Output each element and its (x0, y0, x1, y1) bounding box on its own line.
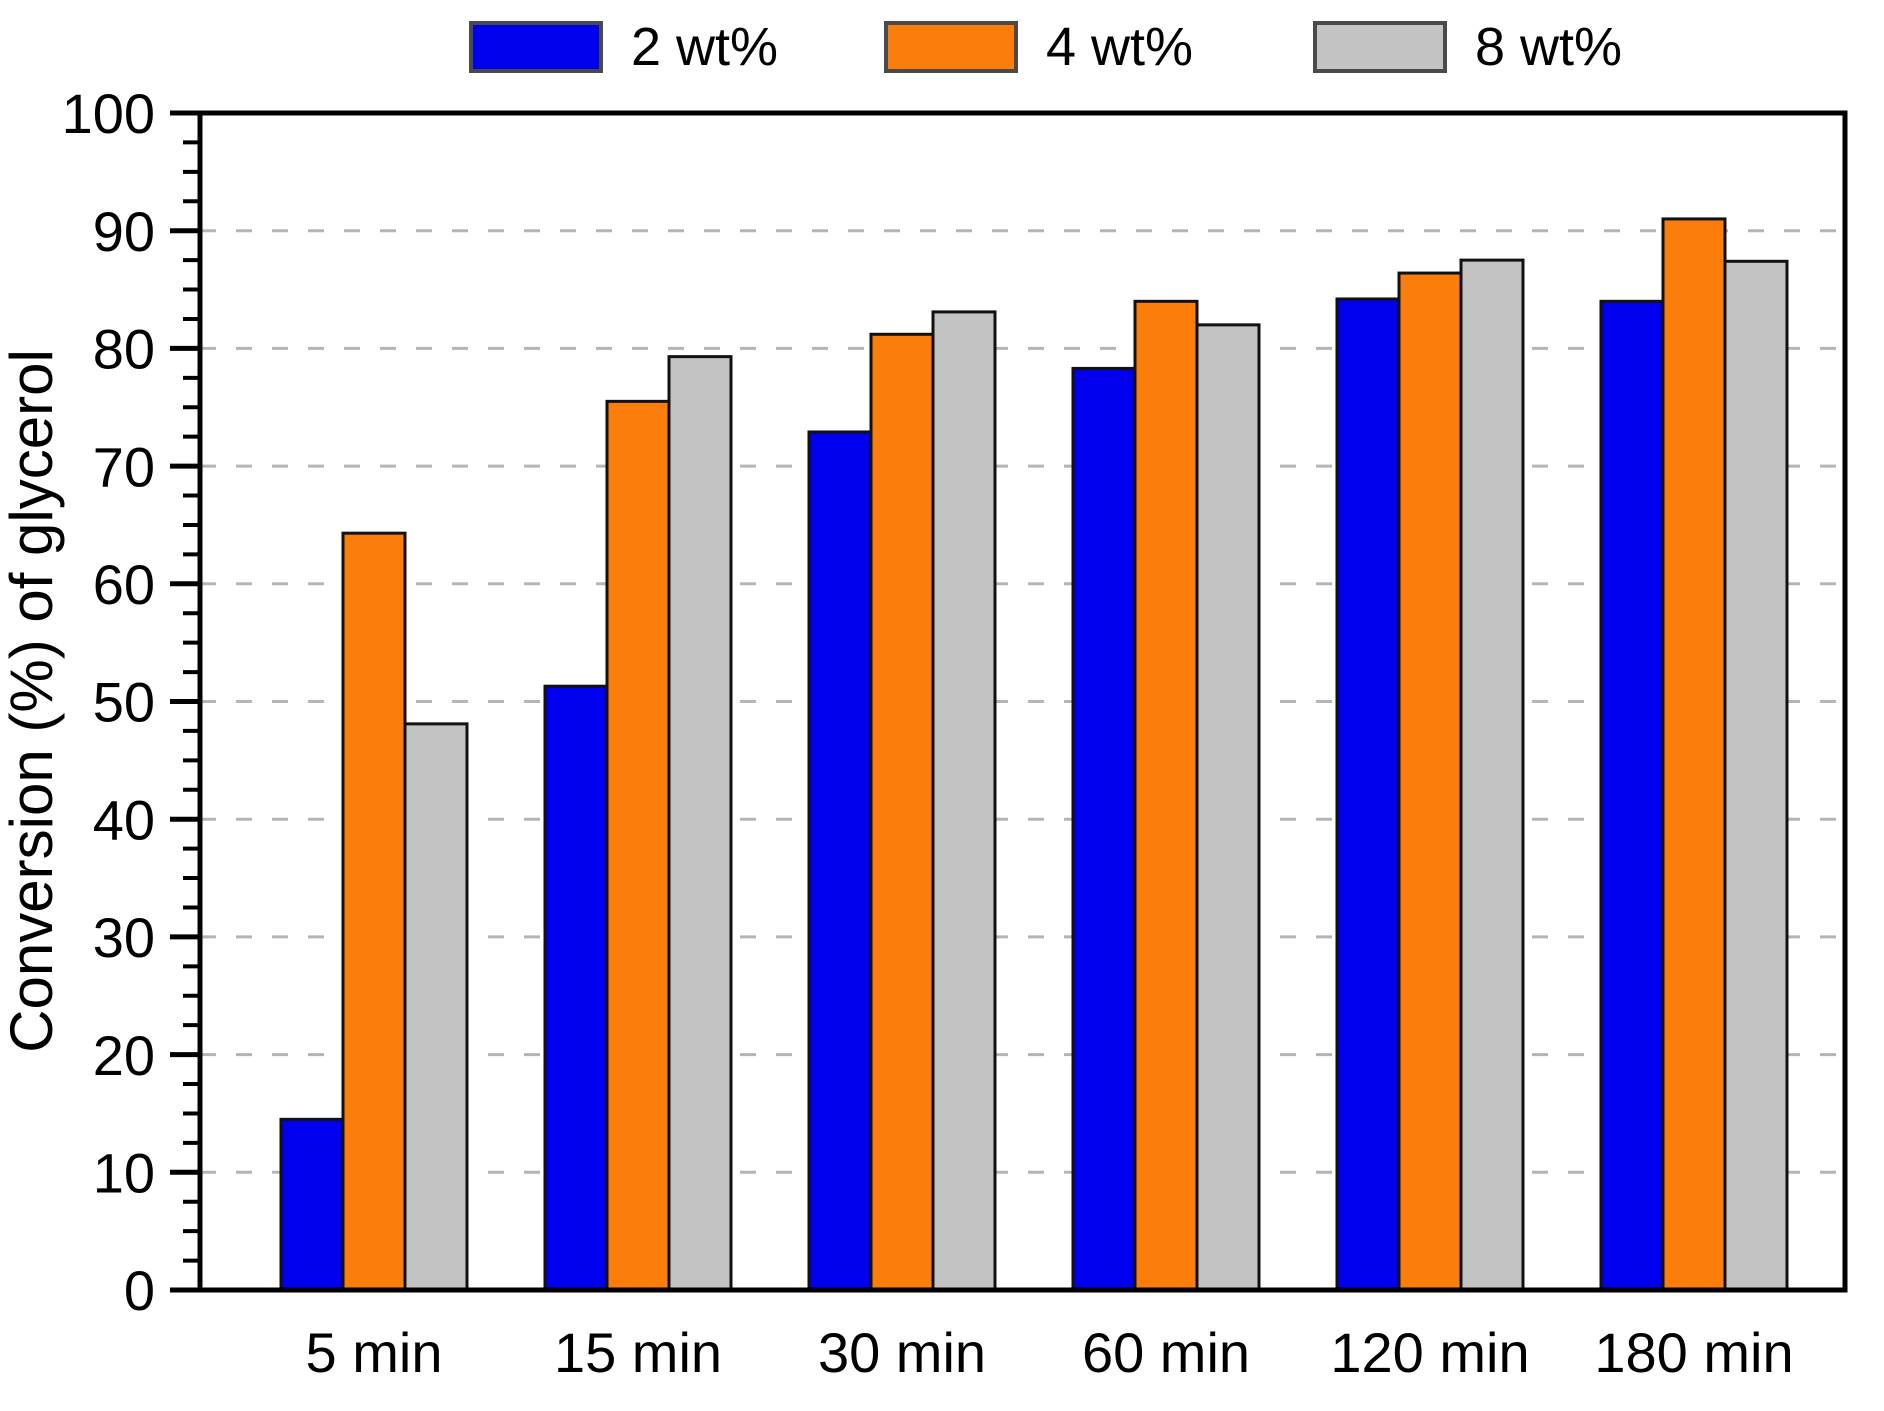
y-tick-label-80: 80 (93, 318, 155, 381)
y-tick-label-90: 90 (93, 200, 155, 263)
legend-item-4wt: 4 wt% (884, 17, 1194, 77)
legend-swatch-4wt-icon (884, 21, 1018, 73)
bar-30min-2wtpct (807, 430, 873, 1292)
y-tick-label-10: 10 (93, 1141, 155, 1204)
legend: 2 wt% 4 wt% 8 wt% (0, 0, 1884, 100)
y-tick-label-20: 20 (93, 1024, 155, 1087)
legend-swatch-2wt-icon (469, 21, 603, 73)
bar-60min-2wtpct (1071, 366, 1137, 1292)
bar-15min-8wtpct (667, 355, 733, 1292)
bar-5min-2wtpct (279, 1117, 345, 1292)
bar-15min-2wtpct (543, 684, 609, 1292)
y-axis-title: Conversion (%) of glycerol (0, 349, 65, 1053)
bar-5min-8wtpct (403, 722, 469, 1292)
bar-120min-2wtpct (1335, 297, 1401, 1292)
bar-180min-8wtpct (1723, 259, 1789, 1292)
x-tick-label-180min: 180 min (1594, 1321, 1793, 1384)
x-tick-label-30min: 30 min (818, 1321, 986, 1384)
y-tick-label-50: 50 (93, 671, 155, 734)
legend-label-2wt: 2 wt% (631, 17, 779, 77)
y-tick-label-100: 100 (62, 82, 155, 145)
bar-120min-8wtpct (1459, 258, 1525, 1292)
bar-30min-8wtpct (931, 310, 997, 1292)
x-tick-label-15min: 15 min (554, 1321, 722, 1384)
bar-120min-4wtpct (1397, 271, 1463, 1292)
bar-60min-4wtpct (1133, 299, 1199, 1292)
y-tick-label-60: 60 (93, 553, 155, 616)
bar-30min-4wtpct (869, 332, 935, 1292)
legend-label-8wt: 8 wt% (1475, 17, 1623, 77)
y-tick-label-40: 40 (93, 788, 155, 851)
legend-label-4wt: 4 wt% (1046, 17, 1194, 77)
x-tick-label-5min: 5 min (306, 1321, 443, 1384)
legend-item-8wt: 8 wt% (1313, 17, 1623, 77)
y-tick-label-30: 30 (93, 906, 155, 969)
y-tick-label-70: 70 (93, 435, 155, 498)
bar-180min-4wtpct (1661, 217, 1727, 1292)
x-tick-label-120min: 120 min (1330, 1321, 1529, 1384)
bar-180min-2wtpct (1599, 299, 1665, 1292)
bar-15min-4wtpct (605, 399, 671, 1292)
legend-item-2wt: 2 wt% (469, 17, 779, 77)
legend-swatch-8wt-icon (1313, 21, 1447, 73)
bar-5min-4wtpct (341, 531, 407, 1292)
y-tick-label-0: 0 (124, 1259, 155, 1322)
bar-60min-8wtpct (1195, 323, 1261, 1292)
x-tick-label-60min: 60 min (1082, 1321, 1250, 1384)
